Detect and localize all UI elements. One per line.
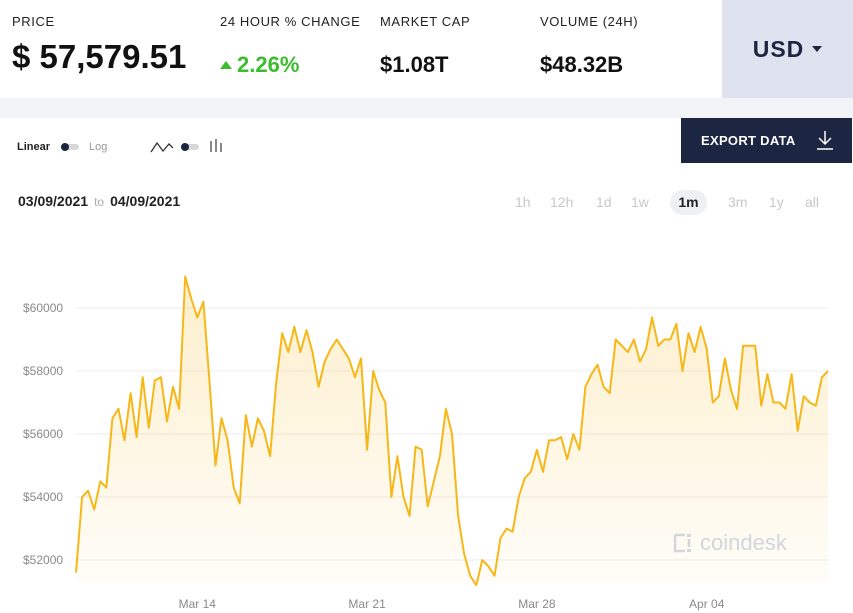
range-all[interactable]: all xyxy=(805,194,820,210)
scale-log-label: Log xyxy=(89,141,108,153)
date-from[interactable]: 03/09/2021 xyxy=(18,193,89,209)
price-label: PRICE xyxy=(12,14,55,29)
currency-dropdown[interactable]: USD xyxy=(722,0,853,98)
y-tick-label: $56000 xyxy=(23,427,63,441)
price-series-line[interactable] xyxy=(75,275,829,587)
up-arrow-icon xyxy=(220,61,232,69)
y-tick-label: $60000 xyxy=(23,301,63,315)
range-1w[interactable]: 1w xyxy=(631,194,649,210)
watermark-text: coindesk xyxy=(700,530,787,555)
x-tick-label: Apr 04 xyxy=(689,597,725,611)
change-value: 2.26% xyxy=(237,52,300,77)
date-to[interactable]: 04/09/2021 xyxy=(110,193,181,209)
x-tick-label: Mar 28 xyxy=(518,597,556,611)
range-1y[interactable]: 1y xyxy=(769,194,784,210)
change-label: 24 HOUR % CHANGE xyxy=(220,14,361,29)
x-tick-label: Mar 21 xyxy=(348,597,386,611)
scale-toggle[interactable] xyxy=(61,143,79,151)
date-to-word: to xyxy=(94,195,105,209)
y-tick-label: $58000 xyxy=(23,364,63,378)
candlestick-icon[interactable] xyxy=(208,138,224,154)
range-3m[interactable]: 3m xyxy=(728,194,748,210)
volume-label: VOLUME (24H) xyxy=(540,14,639,29)
range-1m[interactable]: 1m xyxy=(670,190,707,215)
range-1d[interactable]: 1d xyxy=(596,194,612,210)
currency-label: USD xyxy=(752,35,805,62)
y-tick-label: $52000 xyxy=(23,553,63,567)
price-area-fill xyxy=(76,276,828,586)
export-data-button[interactable]: EXPORT DATA xyxy=(681,118,852,163)
toggle-knob xyxy=(181,143,189,151)
date-range: 03/09/2021 to 04/09/2021 xyxy=(18,193,180,209)
line-chart-icon[interactable] xyxy=(150,140,174,154)
change-value-wrap: 2.26% xyxy=(220,52,299,78)
y-tick-label: $54000 xyxy=(23,490,63,504)
price-value: $ 57,579.51 xyxy=(12,38,187,75)
export-data-label: EXPORT DATA xyxy=(701,133,796,148)
scale-linear-label: Linear xyxy=(17,141,51,153)
coindesk-logo-icon xyxy=(673,533,691,553)
stats-header: PRICE $ 57,579.51 24 HOUR % CHANGE 2.26%… xyxy=(0,0,722,98)
download-icon xyxy=(817,131,833,150)
range-12h[interactable]: 12h xyxy=(550,194,574,210)
marketcap-value: $1.08T xyxy=(380,52,449,77)
marketcap-label: MARKET CAP xyxy=(380,14,471,29)
header-divider xyxy=(0,98,853,118)
caret-down-icon xyxy=(812,46,823,52)
x-tick-label: Mar 14 xyxy=(179,597,217,611)
volume-value: $48.32B xyxy=(540,52,624,77)
coindesk-watermark: coindesk xyxy=(672,530,787,556)
toggle-knob xyxy=(61,143,69,151)
chart-type-toggle[interactable] xyxy=(181,143,199,151)
range-1h[interactable]: 1h xyxy=(515,194,531,210)
